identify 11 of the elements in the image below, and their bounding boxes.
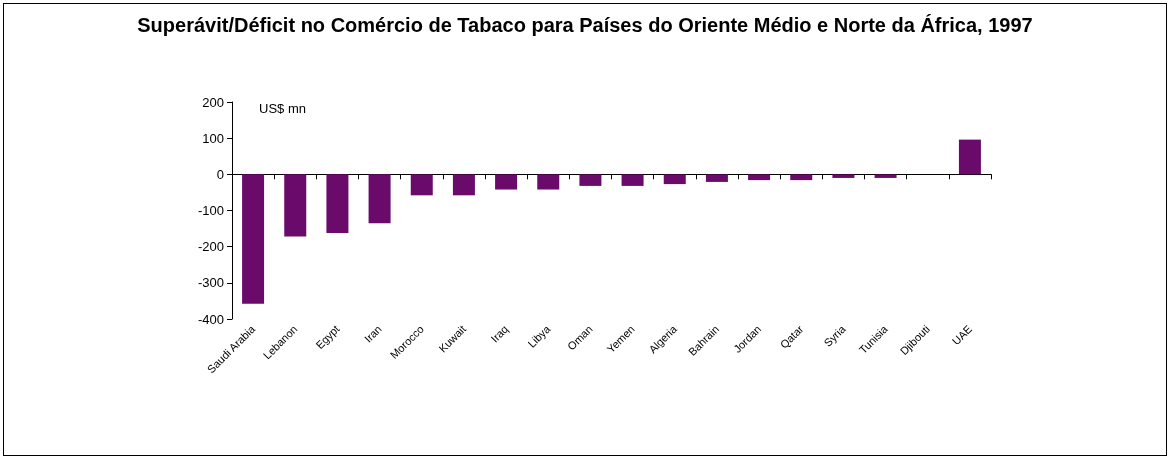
chart-title: Superávit/Déficit no Comércio de Tabaco para Países do Oriente Médio e Norte da África, 1997 xyxy=(137,14,1033,36)
x-tick-label: Iraq xyxy=(488,322,511,345)
y-tick-label: -300 xyxy=(197,275,224,291)
y-tick-label: -100 xyxy=(197,203,224,218)
annotation: US$ mn xyxy=(259,101,306,116)
y-tick-label: 100 xyxy=(202,130,224,146)
y-tick-label: 200 xyxy=(202,94,224,110)
y-tick-label: -200 xyxy=(197,239,224,255)
x-tick-label: Iran xyxy=(361,322,384,345)
y-tick-label: 0 xyxy=(216,166,224,182)
y-tick-label: -400 xyxy=(197,311,224,327)
